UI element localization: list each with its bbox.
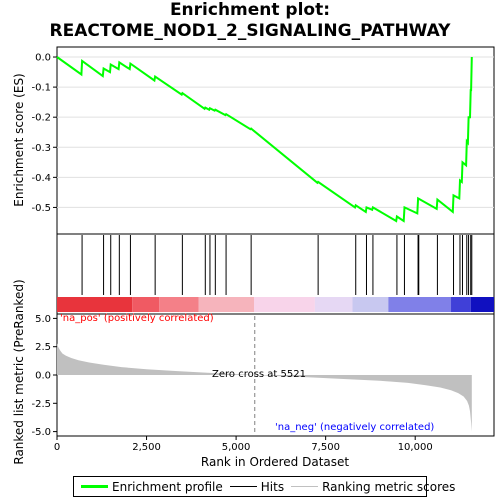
es-panel xyxy=(56,46,495,235)
legend-es-swatch xyxy=(81,485,108,488)
legend: Enrichment profile Hits Ranking metric s… xyxy=(73,476,455,497)
metric-tick-label: 0.0 xyxy=(35,371,51,382)
rank-band-segment xyxy=(314,297,353,312)
rank-band-segment xyxy=(388,297,452,312)
rank-band-segment xyxy=(470,297,494,312)
es-tick-label: -0.4 xyxy=(31,173,51,184)
metric-tick-label: -2.5 xyxy=(31,399,51,410)
legend-hits: Hits xyxy=(229,479,285,494)
legend-metric-label: Ranking metric scores xyxy=(322,479,456,494)
rank-color-band xyxy=(57,297,494,312)
x-axis-label: Rank in Ordered Dataset xyxy=(201,455,349,469)
legend-hits-label: Hits xyxy=(260,479,285,494)
neg-label: 'na_neg' (negatively correlated) xyxy=(275,422,434,433)
rank-band-segment xyxy=(57,297,133,312)
hit-markers xyxy=(81,235,473,295)
x-tick-label: 7,500 xyxy=(311,442,340,453)
metric-y-ticks: 5.0 2.5 0.0 -2.5 -5.0 xyxy=(31,314,57,438)
legend-metric-swatch xyxy=(291,486,319,487)
es-y-axis-label: Enrichment score (ES) xyxy=(12,73,26,206)
metric-y-axis-label: Ranked list metric (PreRanked) xyxy=(12,279,26,464)
chart-title: Enrichment plot: REACTOME_NOD1_2_SIGNALI… xyxy=(0,0,500,42)
x-axis-ticks: 0 2,500 5,000 7,500 10,000 xyxy=(54,436,433,453)
title-line-1: Enrichment plot: xyxy=(169,0,331,20)
x-tick-label: 10,000 xyxy=(398,442,433,453)
es-gridlines xyxy=(57,56,494,208)
x-tick-label: 2,500 xyxy=(132,442,161,453)
x-tick-label: 0 xyxy=(54,442,60,453)
metric-tick-label: 2.5 xyxy=(35,342,51,353)
title-line-2: REACTOME_NOD1_2_SIGNALING_PATHWAY xyxy=(49,21,451,41)
metric-tick-label: -5.0 xyxy=(31,427,51,438)
es-tick-label: -0.3 xyxy=(31,143,51,154)
es-y-ticks: 0.0 -0.1 -0.2 -0.3 -0.4 -0.5 xyxy=(31,53,57,214)
legend-metric: Ranking metric scores xyxy=(291,480,455,494)
rank-band-segment xyxy=(132,297,160,312)
es-tick-label: -0.1 xyxy=(31,83,51,94)
metric-tick-label: 5.0 xyxy=(35,314,51,325)
enrichment-profile-line xyxy=(56,56,473,223)
es-tick-label: 0.0 xyxy=(35,53,51,64)
es-tick-label: -0.5 xyxy=(31,203,51,214)
rank-band-segment xyxy=(352,297,389,312)
legend-es: Enrichment profile xyxy=(81,480,223,494)
legend-es-label: Enrichment profile xyxy=(112,479,223,494)
zero-cross-label: Zero cross at 5521 xyxy=(212,369,306,380)
pos-label: 'na_pos' (positively correlated) xyxy=(60,313,214,324)
rank-band-segment xyxy=(451,297,471,312)
rank-band-segment xyxy=(254,297,315,312)
x-tick-label: 5,000 xyxy=(222,442,251,453)
legend-hits-swatch xyxy=(229,486,257,487)
rank-band-segment xyxy=(159,297,199,312)
rank-band-segment xyxy=(198,297,255,312)
es-tick-label: -0.2 xyxy=(31,113,51,124)
